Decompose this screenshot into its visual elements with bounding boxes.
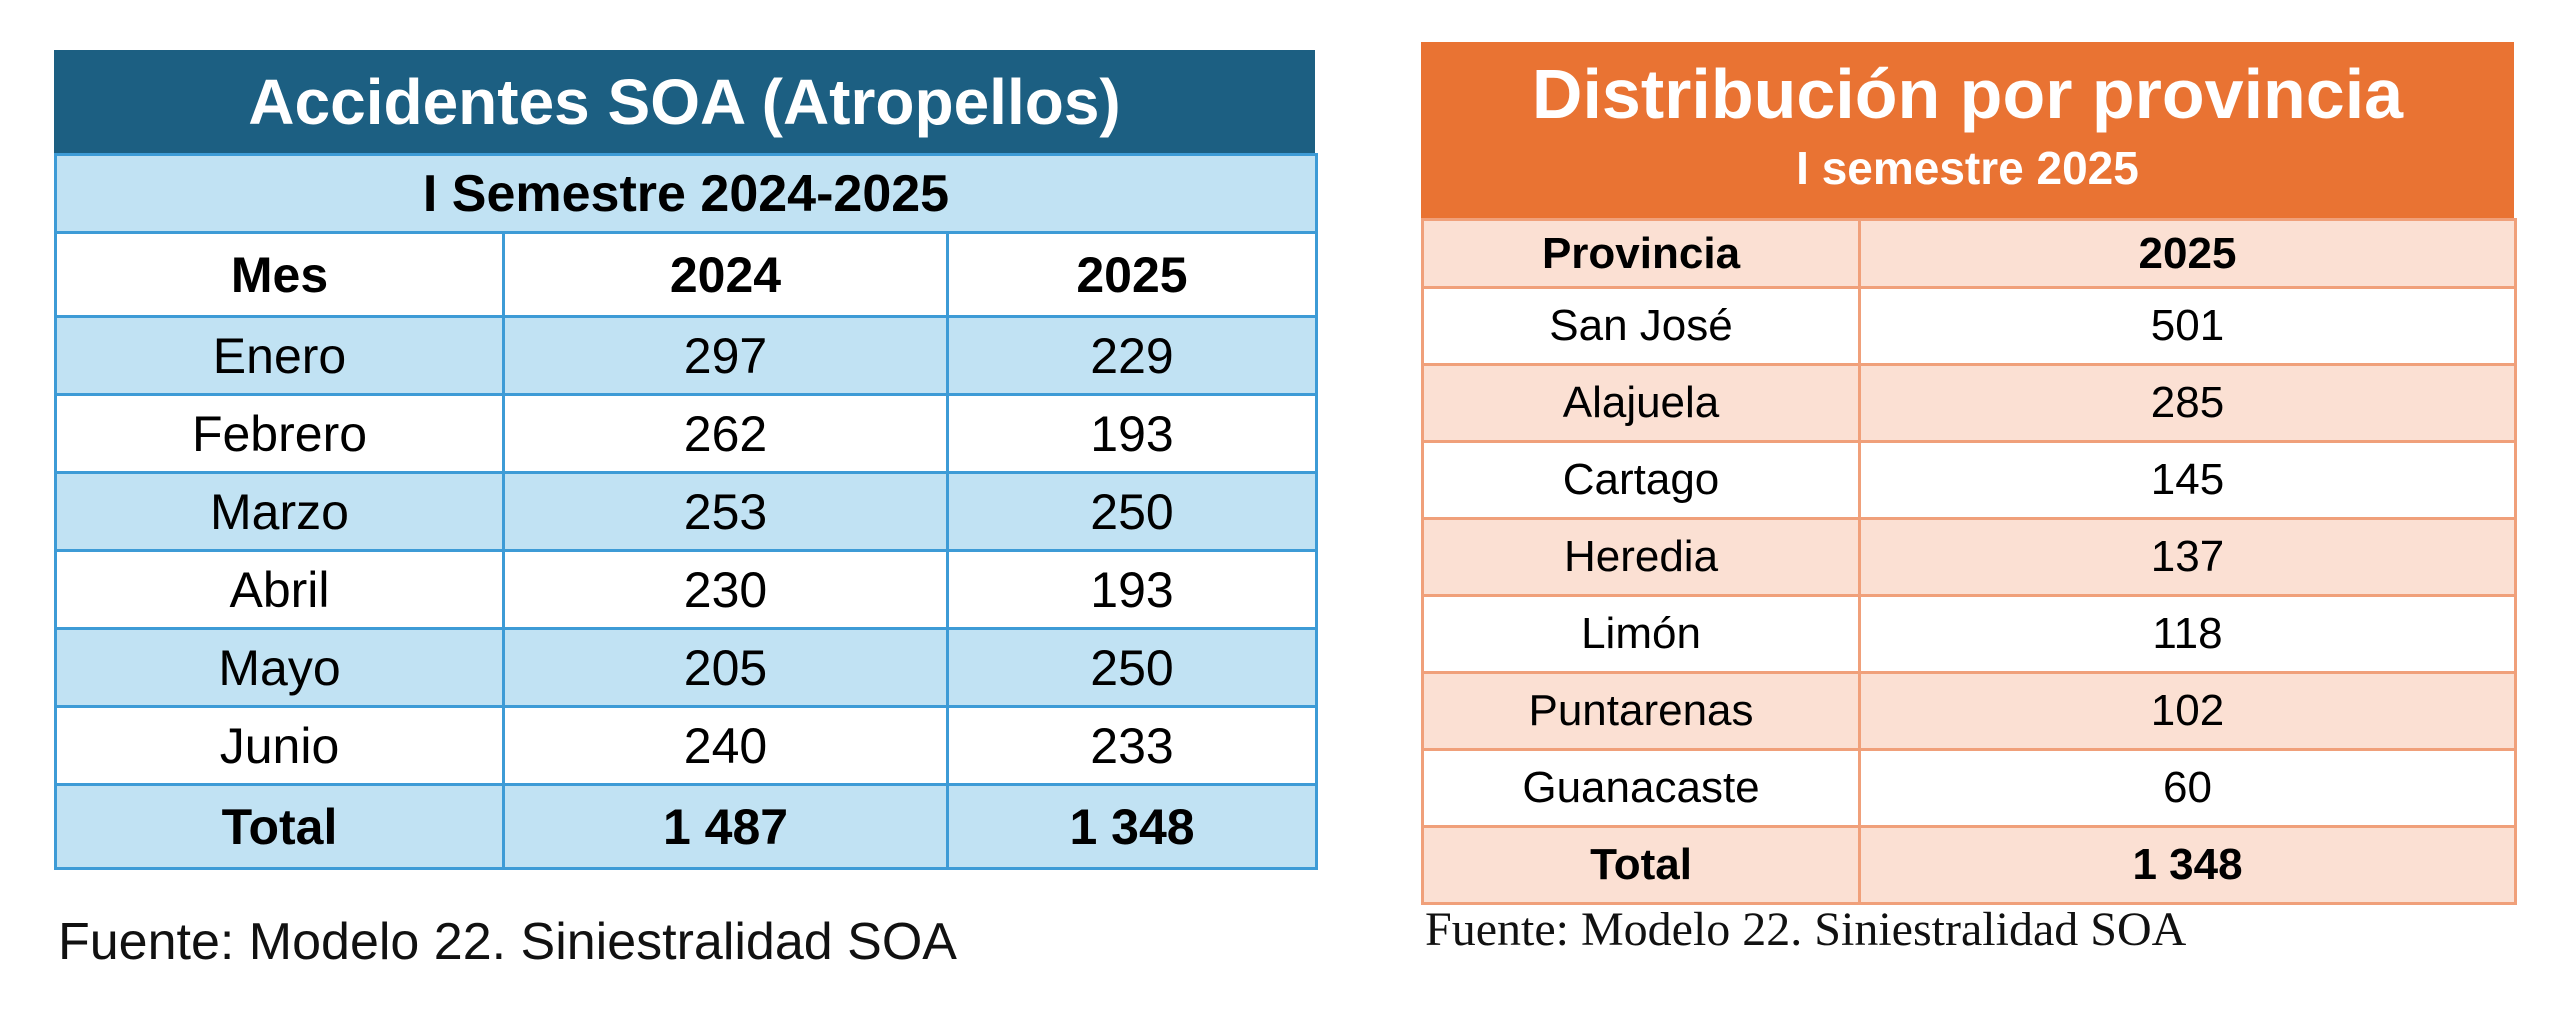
- column-header-2025: 2025: [946, 231, 1318, 318]
- value-2025-cell: 193: [946, 393, 1318, 474]
- province-cell: Heredia: [1421, 517, 1861, 597]
- column-header-month: Mes: [54, 231, 505, 318]
- month-cell: Abril: [54, 549, 505, 630]
- table-header-row: Mes 2024 2025: [54, 231, 1318, 318]
- table-total-row: Total 1 487 1 348: [54, 783, 1318, 870]
- table-row: Mayo 205 250: [54, 627, 1318, 708]
- value-2025-cell: 193: [946, 549, 1318, 630]
- value-cell: 285: [1858, 363, 2517, 443]
- value-2024-cell: 205: [502, 627, 949, 708]
- soa-table-title: Accidentes SOA (Atropellos): [54, 50, 1315, 153]
- value-cell: 60: [1858, 748, 2517, 828]
- total-label-cell: Total: [54, 783, 505, 870]
- prov-table-grid: Provincia 2025 San José 501 Alajuela 285…: [1421, 218, 2517, 905]
- value-cell: 137: [1858, 517, 2517, 597]
- month-cell: Febrero: [54, 393, 505, 474]
- prov-table-source-note: Fuente: Modelo 22. Siniestralidad SOA: [1425, 903, 2187, 956]
- total-value-cell: 1 348: [1858, 825, 2517, 905]
- column-header-2025: 2025: [1858, 218, 2517, 289]
- month-cell: Junio: [54, 705, 505, 786]
- value-2025-cell: 250: [946, 627, 1318, 708]
- table-row: Alajuela 285: [1421, 363, 2517, 443]
- soa-table-subtitle: I Semestre 2024-2025: [54, 153, 1318, 234]
- soa-table-grid: I Semestre 2024-2025 Mes 2024 2025 Enero…: [54, 153, 1318, 870]
- month-cell: Marzo: [54, 471, 505, 552]
- value-2024-cell: 230: [502, 549, 949, 630]
- month-cell: Mayo: [54, 627, 505, 708]
- value-2024-cell: 253: [502, 471, 949, 552]
- table-row: Febrero 262 193: [54, 393, 1318, 474]
- table-row: Heredia 137: [1421, 517, 2517, 597]
- table-row: Cartago 145: [1421, 440, 2517, 520]
- table-row: Abril 230 193: [54, 549, 1318, 630]
- table-row: Marzo 253 250: [54, 471, 1318, 552]
- value-2025-cell: 229: [946, 315, 1318, 396]
- total-2025-cell: 1 348: [946, 783, 1318, 870]
- value-2024-cell: 240: [502, 705, 949, 786]
- province-cell: Alajuela: [1421, 363, 1861, 443]
- value-cell: 102: [1858, 671, 2517, 751]
- table-row: Puntarenas 102: [1421, 671, 2517, 751]
- soa-table-source-note: Fuente: Modelo 22. Siniestralidad SOA: [58, 913, 957, 971]
- value-cell: 118: [1858, 594, 2517, 674]
- total-label-cell: Total: [1421, 825, 1861, 905]
- prov-table-title: Distribución por provincia: [1531, 55, 2404, 133]
- prov-table-subtitle: I semestre 2025: [1796, 142, 2139, 194]
- value-2024-cell: 297: [502, 315, 949, 396]
- table-row: Guanacaste 60: [1421, 748, 2517, 828]
- table-header-row: Provincia 2025: [1421, 218, 2517, 289]
- province-cell: San José: [1421, 286, 1861, 366]
- column-header-2024: 2024: [502, 231, 949, 318]
- table-total-row: Total 1 348: [1421, 825, 2517, 905]
- province-cell: Guanacaste: [1421, 748, 1861, 828]
- value-2025-cell: 250: [946, 471, 1318, 552]
- table-row: San José 501: [1421, 286, 2517, 366]
- table-row: Junio 240 233: [54, 705, 1318, 786]
- province-cell: Cartago: [1421, 440, 1861, 520]
- province-distribution-table: Distribución por provincia I semestre 20…: [1421, 42, 2517, 905]
- value-cell: 501: [1858, 286, 2517, 366]
- month-cell: Enero: [54, 315, 505, 396]
- table-row: Enero 297 229: [54, 315, 1318, 396]
- table-row: Limón 118: [1421, 594, 2517, 674]
- value-2025-cell: 233: [946, 705, 1318, 786]
- prov-table-title-block: Distribución por provincia I semestre 20…: [1421, 42, 2514, 218]
- province-cell: Limón: [1421, 594, 1861, 674]
- province-cell: Puntarenas: [1421, 671, 1861, 751]
- value-2024-cell: 262: [502, 393, 949, 474]
- column-header-province: Provincia: [1421, 218, 1861, 289]
- total-2024-cell: 1 487: [502, 783, 949, 870]
- value-cell: 145: [1858, 440, 2517, 520]
- soa-accidents-table: Accidentes SOA (Atropellos) I Semestre 2…: [54, 50, 1318, 870]
